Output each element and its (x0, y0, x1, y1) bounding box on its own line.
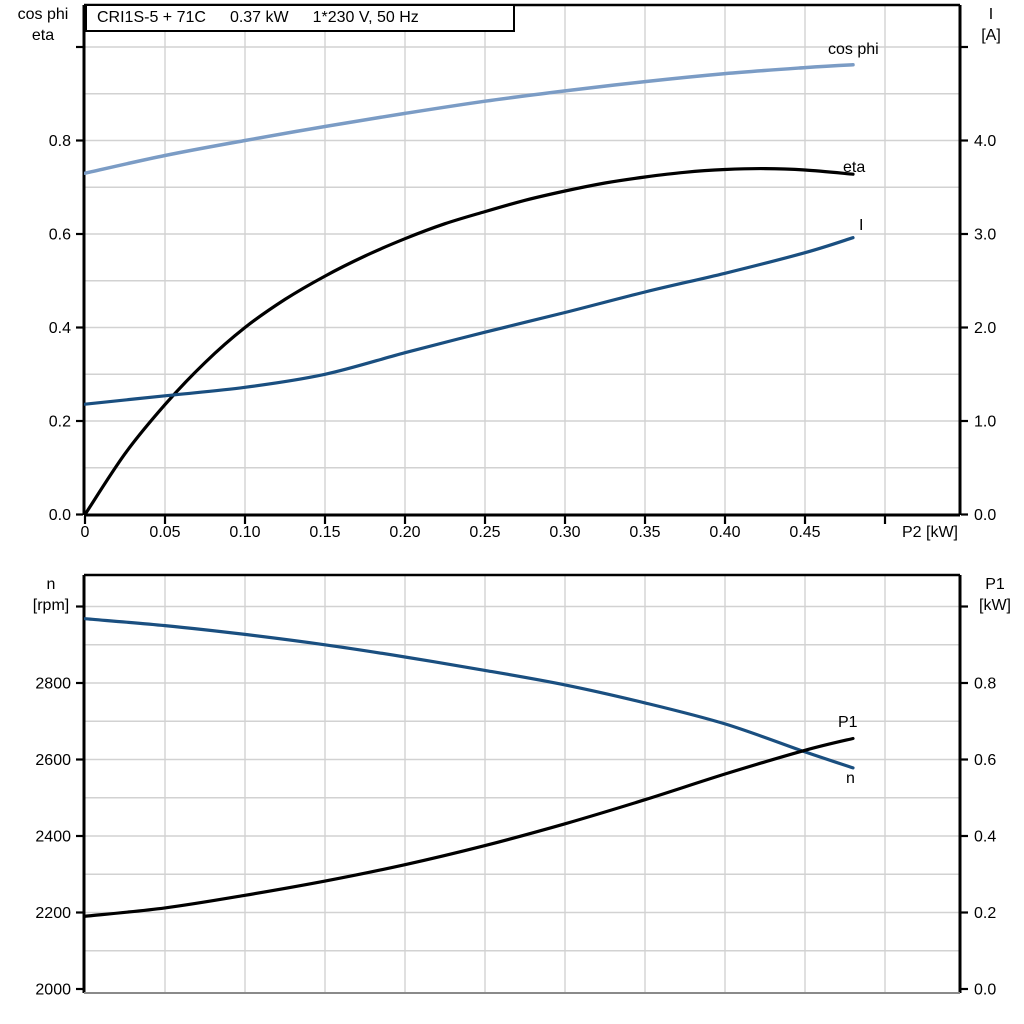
curve-I (84, 236, 855, 406)
cos-phi-axis-label: cos phi (17, 6, 69, 23)
rated-power-label: 0.37 kW (229, 9, 289, 26)
left-axis-tick-label: 2400 (35, 829, 71, 846)
x-axis-tick-label: 0.20 (389, 524, 420, 541)
curve-cos-phi (84, 63, 855, 175)
right-axis-tick-label: 0.8 (974, 676, 996, 693)
x-axis-title: P2 [kW] (902, 524, 958, 541)
left-axis-tick-label: 0.0 (49, 507, 71, 524)
left-axis-tick-label: 0.6 (49, 227, 71, 244)
speed-axis-label: n (46, 576, 56, 593)
right-axis-tick-label: 0.0 (974, 507, 996, 524)
eta-axis-label: eta (31, 27, 55, 44)
right-axis-tick-label: 0.6 (974, 752, 996, 769)
left-axis-tick-label: 0.2 (49, 414, 71, 431)
curve-label-cos-phi: cos phi (828, 41, 879, 58)
left-axis-tick-label: 2600 (35, 752, 71, 769)
voltage-frequency-label: 1*230 V, 50 Hz (312, 9, 419, 26)
right-axis-tick-label: 4.0 (974, 133, 996, 150)
right-axis-tick-label: 2.0 (974, 320, 996, 337)
curve-label-eta: eta (843, 159, 865, 176)
x-axis-tick-label: 0.45 (789, 524, 820, 541)
curve-label-I: I (859, 217, 863, 234)
left-axis-tick-label: 0.4 (49, 320, 71, 337)
x-axis-tick-label: 0 (81, 524, 90, 541)
speed-axis-unit: [rpm] (32, 597, 70, 614)
x-axis-tick-label: 0.10 (229, 524, 260, 541)
left-axis-tick-label: 0.8 (49, 133, 71, 150)
x-axis-tick-label: 0.25 (469, 524, 500, 541)
curve-eta (84, 166, 855, 517)
curve-P1 (84, 736, 855, 918)
curve-n (84, 617, 855, 770)
left-axis-tick-label: 2000 (35, 982, 71, 999)
right-axis-tick-label: 1.0 (974, 414, 996, 431)
right-axis-tick-label: 0.0 (974, 982, 996, 999)
bottom-left-axis-label: n [rpm] (14, 574, 88, 616)
right-axis-tick-label: 0.4 (974, 829, 996, 846)
current-axis-unit: [A] (981, 27, 1001, 44)
curve-label-n: n (846, 770, 855, 787)
x-axis-tick-label: 0.05 (149, 524, 180, 541)
curve-label-P1: P1 (838, 714, 858, 731)
p1-axis-label: P1 (985, 576, 1005, 593)
left-axis-tick-label: 2800 (35, 676, 71, 693)
pump-model-label: CRI1S-5 + 71C (97, 9, 206, 26)
right-axis-tick-label: 0.2 (974, 905, 996, 922)
bottom-right-axis-label: P1 [kW] (970, 574, 1020, 616)
x-axis-tick-label: 0.35 (629, 524, 660, 541)
p1-axis-unit: [kW] (979, 597, 1011, 614)
x-axis-tick-label: 0.30 (549, 524, 580, 541)
top-left-axis-label: cos phi eta (6, 4, 80, 46)
x-axis-tick-label: 0.15 (309, 524, 340, 541)
left-axis-tick-label: 2200 (35, 905, 71, 922)
top-right-axis-label: I [A] (966, 4, 1016, 46)
x-axis-tick-label: 0.40 (709, 524, 740, 541)
chart-title-box: CRI1S-5 + 71C 0.37 kW 1*230 V, 50 Hz (85, 4, 515, 32)
right-axis-tick-label: 3.0 (974, 227, 996, 244)
current-axis-label: I (988, 6, 994, 23)
